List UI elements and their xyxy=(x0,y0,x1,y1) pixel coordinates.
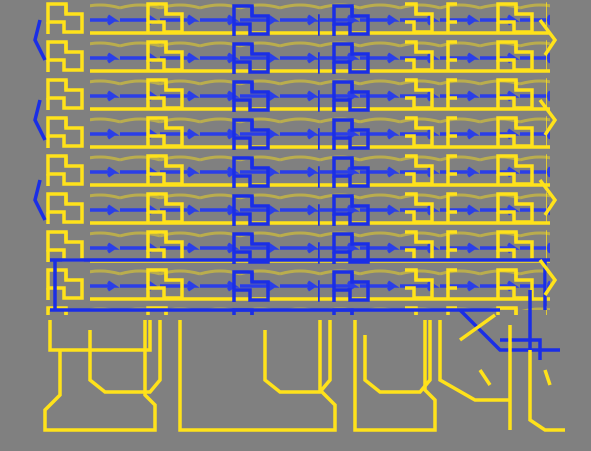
yellow-column xyxy=(495,0,547,315)
yellow-loops xyxy=(43,18,565,432)
yellow-column xyxy=(42,0,94,315)
blue-frame xyxy=(33,19,560,360)
yellow-column xyxy=(405,0,457,315)
blue-column xyxy=(318,0,370,315)
blue-column xyxy=(228,0,280,315)
yellow-column xyxy=(138,0,190,315)
